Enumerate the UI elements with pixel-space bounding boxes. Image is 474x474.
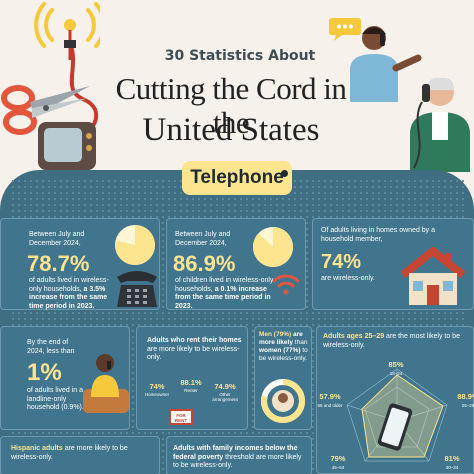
card-highlight: a 3.5% increase from the same time perio… <box>29 285 108 310</box>
card-body: of adults lived in a landline-only house… <box>27 387 84 411</box>
card-body: are wireless-only. <box>321 275 375 282</box>
person-phone-illustration <box>350 26 422 102</box>
tail-text: to be wireless-only. <box>259 347 308 362</box>
gender-ring-chart <box>261 379 305 423</box>
card-body: Adults with family incomes below the fed… <box>173 445 309 471</box>
section-label-dot <box>281 170 288 177</box>
section-label-text: Telephone <box>190 167 284 188</box>
card-intro-bold: Adults who rent their homes <box>147 337 242 344</box>
person-couch-illustration <box>83 354 129 413</box>
renter-bar-label: Renter <box>184 387 198 393</box>
radar-label: 85% 18–24 <box>388 360 404 376</box>
card-body-rest: are more likely to be wireless-only. <box>11 445 128 461</box>
stat-value: 1% <box>27 359 62 386</box>
house-icon <box>400 247 466 305</box>
page-title-line2: United States <box>142 112 320 148</box>
pie-chart-children <box>252 227 293 267</box>
card-ages: Adults ages 25–29 are the most likely to… <box>316 326 474 474</box>
card-adult-wireless: Between July and December 2024, 78.7% of… <box>0 218 160 310</box>
page-title-line1: Cutting the Cord in the <box>115 71 347 140</box>
card-intro: Between July and December 2024, <box>175 231 231 247</box>
renter-bar-label: Other arrangement <box>212 391 238 402</box>
card-body-text: of children lived in wireless-only house… <box>175 277 274 293</box>
header: 30 Statistics About Cutting the Cord in … <box>0 0 474 190</box>
card-highlight: a 0.1% increase from the same time perio… <box>175 285 271 310</box>
card-intro: Adults ages 25–29 are the most likely to… <box>323 333 469 350</box>
card-body: Men (79%) are more likely than women (77… <box>259 331 313 363</box>
are-more-text: are more likely <box>259 331 303 346</box>
renter-bar-label: Homeowner <box>144 391 170 397</box>
for-rent-sign-text: FOR RENT <box>174 413 188 423</box>
card-body: of adults lived in wireless-only househo… <box>29 277 111 311</box>
stat-value: 78.7% <box>27 251 90 276</box>
radar-label: 88.9%25–29 <box>457 392 474 408</box>
renter-bar-value: 74% <box>149 381 165 391</box>
card-body-bold: Adults with family incomes below the fed… <box>173 445 298 461</box>
than-text: than <box>294 339 308 346</box>
card-gender: Men (79%) are more likely than women (77… <box>254 326 312 430</box>
card-intro: Adults who rent their homes are more lik… <box>147 337 243 363</box>
elderly-person-phone-illustration <box>410 77 470 172</box>
card-intro-rest: are the most likely to be wireless-only. <box>323 333 460 349</box>
renter-bar-value: 74.9% <box>214 381 236 391</box>
desk-phone-icon <box>117 271 157 307</box>
card-intro: Between July and December 2024, <box>29 231 85 247</box>
card-hispanic: Hispanic adults are more likely to be wi… <box>0 436 160 474</box>
men-stat: Men (79%) <box>259 331 292 338</box>
card-landline-only: By the end of 2024, less than 1% of adul… <box>0 326 130 430</box>
speech-bubble-icon <box>329 18 361 41</box>
section-label-telephone: Telephone <box>182 161 292 195</box>
card-renters: Adults who rent their homes are more lik… <box>136 326 248 430</box>
radar-label: 57.9% 65 and older <box>317 392 343 408</box>
card-body-bold: Hispanic adults <box>11 445 63 452</box>
card-children-wireless: Between July and December 2024, 86.9% of… <box>166 218 306 310</box>
card-body: of children lived in wireless-only house… <box>175 277 275 311</box>
header-kicker: 30 Statistics About <box>164 48 316 64</box>
antenna-icon <box>34 2 100 60</box>
card-intro-bold: Adults ages 25–29 <box>323 333 385 340</box>
card-intro: Of adults living in homes owned by a hou… <box>321 227 436 243</box>
card-body-text: of adults lived in wireless-only househo… <box>29 277 109 293</box>
renter-bar-value: 88.1% <box>180 377 202 387</box>
scissors-icon <box>1 85 90 135</box>
card-homeowners: Of adults living in homes owned by a hou… <box>312 218 474 310</box>
radar-label: 79% 45–64 <box>330 454 346 470</box>
stat-value: 74% <box>321 251 362 273</box>
wifi-icon <box>272 274 300 295</box>
stat-value: 86.9% <box>173 251 236 276</box>
card-intro: By the end of 2024, less than <box>27 339 75 355</box>
age-radar-chart <box>346 368 448 462</box>
card-income: Adults with family incomes below the fed… <box>166 436 312 474</box>
radar-label: 81% 30–34 <box>444 454 460 470</box>
card-body-rest: threshold are more likely to be wireless… <box>173 453 302 470</box>
for-rent-sign: FOR RENT <box>169 409 193 425</box>
women-stat: women (77%) <box>259 347 301 354</box>
card-body: Hispanic adults are more likely to be wi… <box>11 445 151 462</box>
pie-chart-adults <box>115 225 156 265</box>
renter-bar-chart: 74% Homeowner 88.1% Renter 74.9% Other arrang… <box>137 327 249 431</box>
card-intro-rest: are more likely to be wireless-only. <box>147 345 240 362</box>
